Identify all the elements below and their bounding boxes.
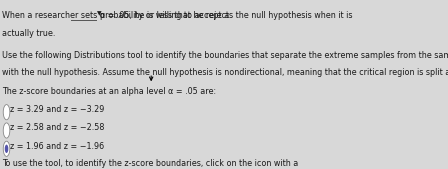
Text: probability or less that he rejects the null hypothesis when it is: probability or less that he rejects the … <box>99 11 352 20</box>
Ellipse shape <box>5 145 9 153</box>
Text: with the null hypothesis. Assume the null hypothesis is nondirectional, meaning : with the null hypothesis. Assume the nul… <box>2 68 448 77</box>
Text: actually true.: actually true. <box>2 29 56 38</box>
Text: To use the tool, to identify the z-score boundaries, click on the icon with a: To use the tool, to identify the z-score… <box>2 159 298 168</box>
Text: z = 3.29 and z = −3.29: z = 3.29 and z = −3.29 <box>10 105 104 114</box>
Text: ▼: ▼ <box>97 11 101 16</box>
Text: The z-score boundaries at an alpha level α = .05 are:: The z-score boundaries at an alpha level… <box>2 88 216 96</box>
Text: z = 2.58 and z = −2.58: z = 2.58 and z = −2.58 <box>10 123 104 132</box>
Ellipse shape <box>3 141 10 156</box>
Ellipse shape <box>3 105 10 120</box>
Text: Use the following Distributions tool to identify the boundaries that separate th: Use the following Distributions tool to … <box>2 51 448 60</box>
Text: When a researcher sets α = .05, he is willing to accept a: When a researcher sets α = .05, he is wi… <box>2 11 229 20</box>
Ellipse shape <box>3 123 10 138</box>
Text: z = 1.96 and z = −1.96: z = 1.96 and z = −1.96 <box>10 142 104 151</box>
